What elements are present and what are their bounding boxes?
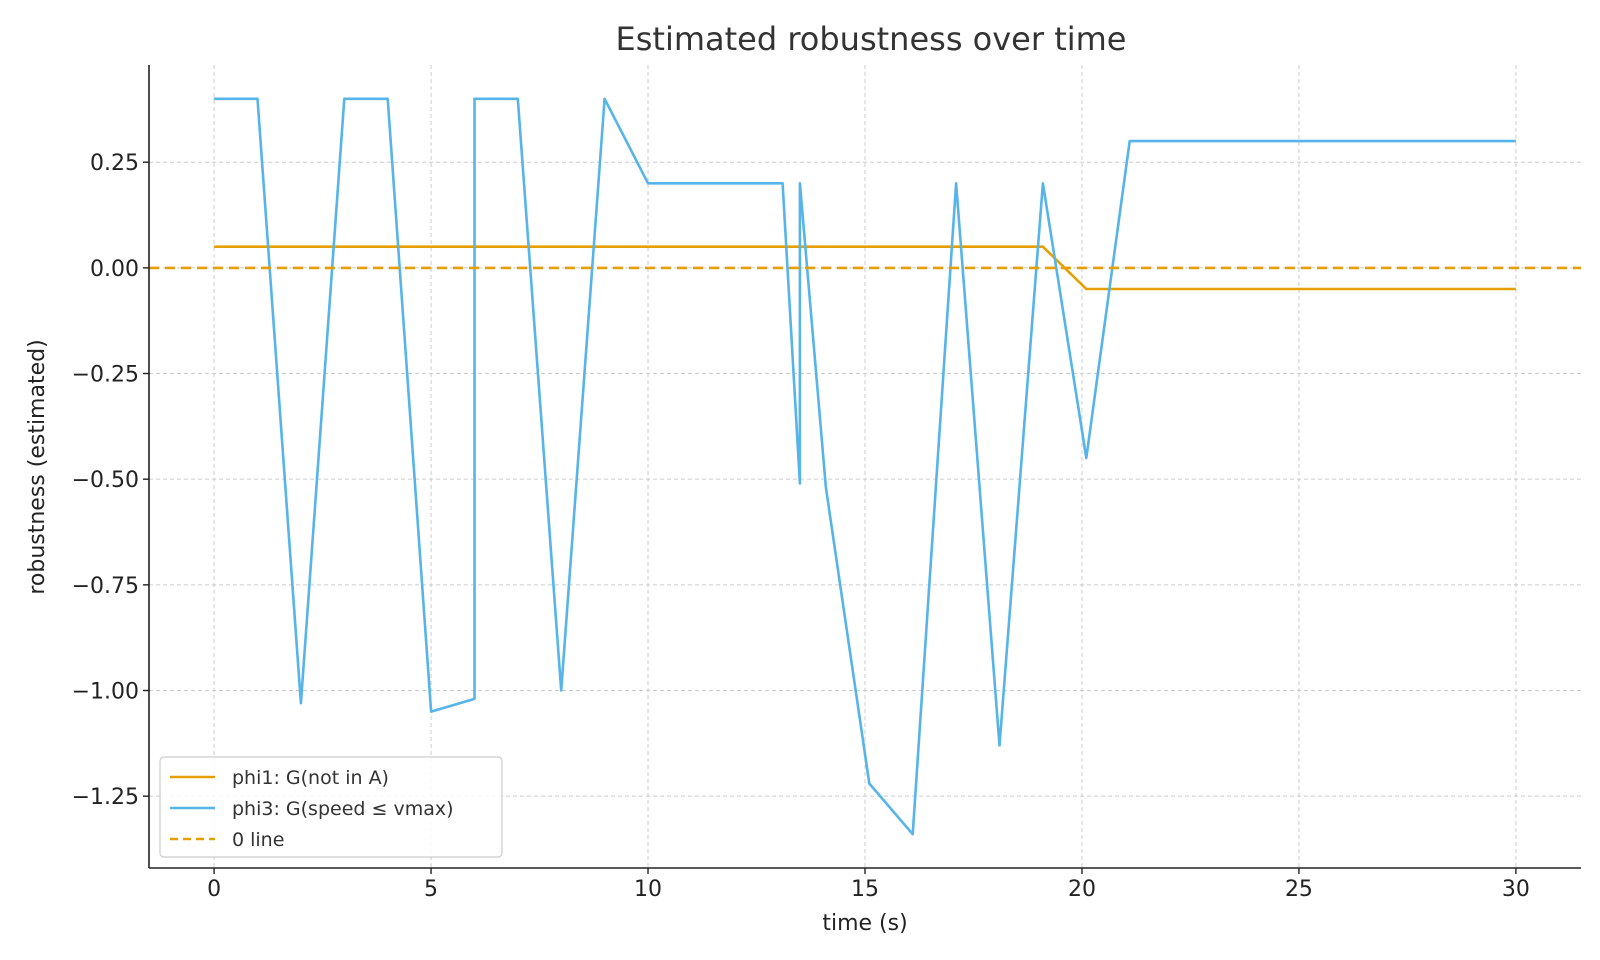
tick-labels: 0 5 10 15 20 25 30 0.25 0.00 −0.25 −0.50 −0.75 −1.00… xyxy=(72,151,1530,902)
x-axis-label: time (s) xyxy=(822,911,907,936)
y-tick-label: 0.25 xyxy=(90,151,139,176)
x-tick-label: 15 xyxy=(851,877,879,902)
x-tick-label: 30 xyxy=(1502,877,1530,902)
y-tick-label: 0.00 xyxy=(90,257,139,282)
legend-entry: 0 line xyxy=(232,829,284,851)
y-tick-label: −1.25 xyxy=(72,785,139,810)
y-tick-label: −0.75 xyxy=(72,574,139,599)
legend-entry: phi1: G(not in A) xyxy=(232,767,389,789)
legend: phi1: G(not in A) phi3: G(speed ≤ vmax) 0 … xyxy=(159,756,503,858)
x-tick-label: 25 xyxy=(1285,877,1313,902)
chart-title: Estimated robustness over time xyxy=(616,20,1127,58)
plot-area xyxy=(149,97,1581,836)
series-line-phi3-g-speed-vmax xyxy=(214,97,1516,836)
y-tick-label: −0.50 xyxy=(72,468,139,493)
legend-box xyxy=(159,756,503,858)
y-tick-label: −0.25 xyxy=(72,363,139,388)
legend-entry: phi3: G(speed ≤ vmax) xyxy=(232,798,454,820)
x-tick-label: 0 xyxy=(207,877,221,902)
y-axis-label: robustness (estimated) xyxy=(25,339,50,594)
y-tick-label: −1.00 xyxy=(72,679,139,704)
x-tick-label: 5 xyxy=(424,877,438,902)
x-tick-label: 20 xyxy=(1068,877,1096,902)
x-tick-label: 10 xyxy=(634,877,662,902)
grid-lines xyxy=(149,65,1581,868)
